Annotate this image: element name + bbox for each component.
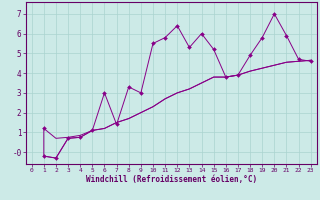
X-axis label: Windchill (Refroidissement éolien,°C): Windchill (Refroidissement éolien,°C) bbox=[86, 175, 257, 184]
